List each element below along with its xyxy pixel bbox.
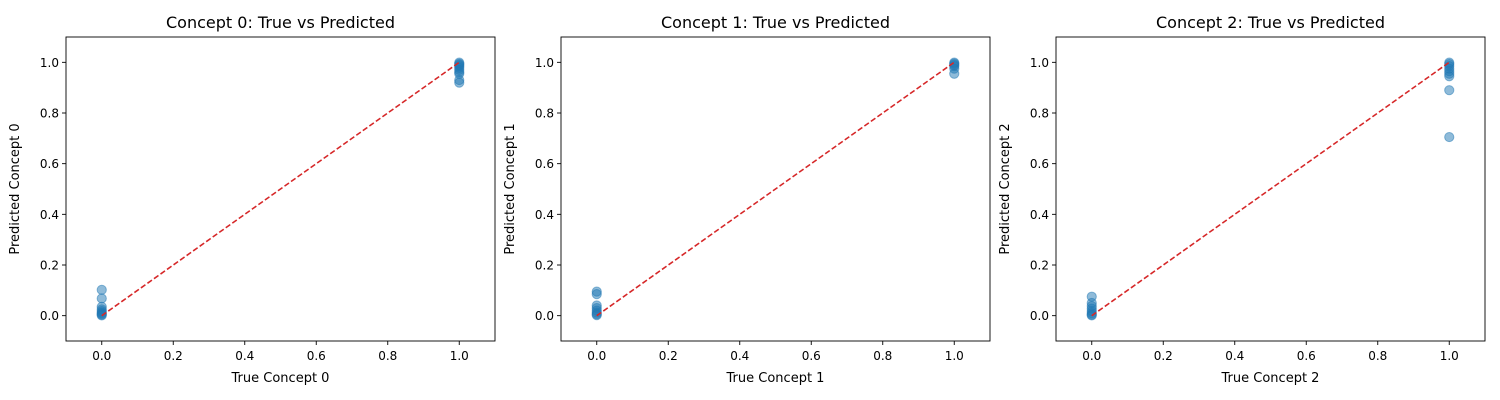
x-tick-label: 0.2 <box>1154 349 1173 363</box>
data-point <box>96 284 107 295</box>
x-tick-label: 0.8 <box>873 349 892 363</box>
plot-frame <box>560 36 991 342</box>
data-point <box>454 77 465 88</box>
x-tick-label: 1.0 <box>945 349 964 363</box>
x-tick-label: 0.0 <box>1082 349 1101 363</box>
x-tick-label: 0.6 <box>1297 349 1316 363</box>
reference-line <box>101 61 460 317</box>
y-tick-label: 0.6 <box>1030 157 1049 171</box>
x-tick-label: 0.4 <box>730 349 749 363</box>
chart-title: Concept 2: True vs Predicted <box>1156 13 1385 32</box>
data-point <box>96 293 107 304</box>
x-tick-label: 0.2 <box>164 349 183 363</box>
data-point <box>1444 71 1455 82</box>
y-tick-label: 1.0 <box>40 56 59 70</box>
x-tick-label: 0.8 <box>378 349 397 363</box>
y-tick-label: 0.6 <box>535 157 554 171</box>
x-tick-label: 0.4 <box>1225 349 1244 363</box>
y-tick-label: 0.0 <box>1030 309 1049 323</box>
x-tick-label: 0.8 <box>1368 349 1387 363</box>
x-tick-label: 1.0 <box>1440 349 1459 363</box>
reference-line <box>1091 61 1450 317</box>
x-axis-label: True Concept 0 <box>231 371 330 386</box>
y-tick-label: 0.6 <box>40 157 59 171</box>
y-tick-label: 0.8 <box>40 107 59 121</box>
x-tick-label: 0.0 <box>587 349 606 363</box>
subplot-concept-1: Concept 1: True vs Predicted True Concep… <box>503 13 991 386</box>
y-tick-label: 0.0 <box>40 309 59 323</box>
data-point <box>949 68 960 79</box>
y-tick-label: 0.4 <box>535 208 554 222</box>
subplot-concept-0: Concept 0: True vs Predicted True Concep… <box>8 13 496 386</box>
x-tick-label: 0.6 <box>307 349 326 363</box>
data-point <box>591 289 602 300</box>
x-tick-label: 0.6 <box>802 349 821 363</box>
y-tick-label: 0.4 <box>40 208 59 222</box>
subplot-concept-2: Concept 2: True vs Predicted True Concep… <box>998 13 1486 386</box>
chart-title: Concept 1: True vs Predicted <box>661 13 890 32</box>
y-tick-label: 1.0 <box>1030 56 1049 70</box>
y-axis-label: Predicted Concept 0 <box>8 123 23 254</box>
x-tick-label: 1.0 <box>450 349 469 363</box>
reference-line <box>596 61 955 317</box>
y-tick-label: 0.8 <box>535 107 554 121</box>
plot-frame <box>1055 36 1486 342</box>
y-axis-label: Predicted Concept 1 <box>503 123 518 254</box>
x-tick-label: 0.0 <box>92 349 111 363</box>
data-point <box>1444 131 1455 143</box>
y-tick-label: 0.2 <box>535 259 554 273</box>
y-tick-label: 0.8 <box>1030 107 1049 121</box>
y-tick-label: 0.0 <box>535 309 554 323</box>
y-tick-label: 0.4 <box>1030 208 1049 222</box>
plot-frame <box>65 36 496 342</box>
x-axis-label: True Concept 2 <box>1221 371 1320 386</box>
x-tick-label: 0.4 <box>235 349 254 363</box>
chart-title: Concept 0: True vs Predicted <box>166 13 395 32</box>
x-tick-label: 0.2 <box>659 349 678 363</box>
y-tick-label: 0.2 <box>40 259 59 273</box>
y-tick-label: 0.2 <box>1030 259 1049 273</box>
y-tick-label: 1.0 <box>535 56 554 70</box>
data-point <box>1444 85 1455 96</box>
y-axis-label: Predicted Concept 2 <box>998 123 1013 254</box>
x-axis-label: True Concept 1 <box>726 371 825 386</box>
